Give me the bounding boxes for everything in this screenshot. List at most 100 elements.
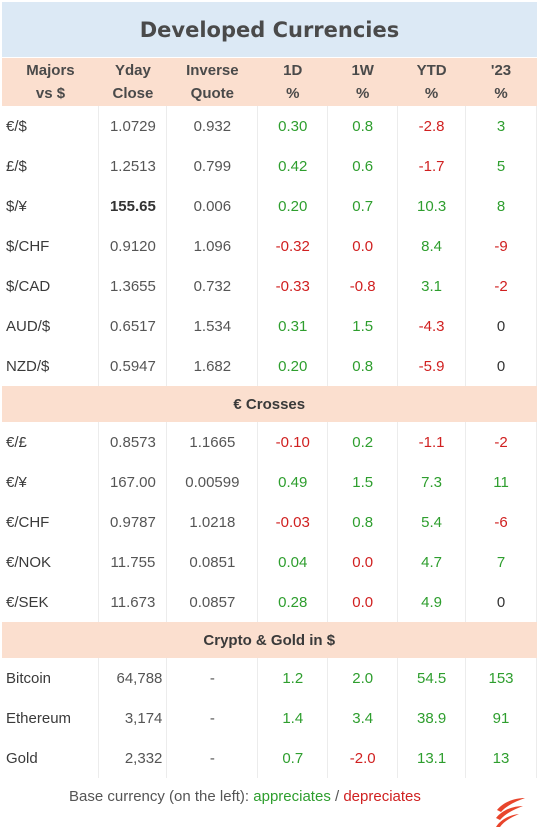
pair-cell: £/$	[2, 146, 100, 186]
change-ytd-cell: 38.9	[397, 698, 467, 738]
change-1w-cell: 0.8	[327, 346, 399, 386]
legend-appreciates: appreciates	[253, 788, 331, 805]
inverse-cell: -	[166, 738, 259, 778]
inverse-cell: 0.0857	[166, 582, 259, 622]
pair-cell: Ethereum	[2, 698, 100, 738]
pair-cell: €/$	[2, 106, 100, 146]
table-row: Ethereum 3,174-1.4 3.4 38.9 91	[2, 698, 537, 738]
change-23-cell: 3	[465, 106, 537, 146]
change-1w-cell: 2.0	[327, 658, 399, 698]
close-cell: 0.9787	[98, 502, 168, 542]
change-1w-cell: 0.0	[327, 582, 399, 622]
close-cell: 1.0729	[98, 106, 168, 146]
change-1w-cell: -2.0	[327, 738, 399, 778]
change-1w-cell: 0.0	[327, 542, 399, 582]
legend-footer: Base currency (on the left): appreciates…	[0, 788, 539, 805]
change-ytd-cell: -5.9	[397, 346, 467, 386]
table-row: €/CHF 0.9787 1.0218 -0.03 0.8 5.4 -6	[2, 502, 537, 542]
legend-depreciates: depreciates	[343, 788, 421, 805]
legend-separator: /	[335, 788, 340, 805]
change-1d-cell: 0.7	[257, 738, 329, 778]
change-1d-cell: 0.04	[257, 542, 329, 582]
change-23-cell: -2	[465, 422, 537, 462]
legend-prefix: Base currency (on the left):	[69, 788, 250, 805]
change-23-cell: 0	[465, 306, 537, 346]
header-yday-close: Yday Close	[112, 62, 154, 102]
table-row: Bitcoin 64,788-1.2 2.0 54.5 153	[2, 658, 537, 698]
close-cell: 0.8573	[98, 422, 168, 462]
change-1w-cell: 0.8	[327, 106, 399, 146]
change-23-cell: 11	[465, 462, 537, 502]
change-23-cell: 7	[465, 542, 537, 582]
table-row: €/SEK 11.673 0.0857 0.28 0.0 4.9 0	[2, 582, 537, 622]
close-cell: 0.9120	[98, 226, 168, 266]
change-1d-cell: 0.31	[257, 306, 329, 346]
close-cell: 0.6517	[98, 306, 168, 346]
pair-cell: AUD/$	[2, 306, 100, 346]
change-1d-cell: 0.20	[257, 346, 329, 386]
inverse-cell: 1.1665	[166, 422, 259, 462]
change-1d-cell: -0.10	[257, 422, 329, 462]
table-row: $/¥ 155.65 0.006 0.20 0.7 10.3 8	[2, 186, 537, 226]
inverse-cell: 1.534	[166, 306, 259, 346]
change-ytd-cell: -1.1	[397, 422, 467, 462]
table-row: AUD/$ 0.6517 1.534 0.31 1.5 -4.3 0	[2, 306, 537, 346]
table-row: NZD/$ 0.5947 1.682 0.20 0.8 -5.9 0	[2, 346, 537, 386]
change-ytd-cell: 10.3	[397, 186, 467, 226]
change-ytd-cell: 4.7	[397, 542, 467, 582]
change-1d-cell: -0.33	[257, 266, 329, 306]
change-23-cell: -6	[465, 502, 537, 542]
close-cell: 1.3655	[98, 266, 168, 306]
change-1d-cell: 1.2	[257, 658, 329, 698]
change-ytd-cell: 8.4	[397, 226, 467, 266]
currency-table: Majors vs $ Yday Close Inverse Quote 1D% 1W…	[2, 58, 537, 778]
table-row: €/¥ 167.00 0.00599 0.49 1.5 7.3 11	[2, 462, 537, 502]
change-ytd-cell: 3.1	[397, 266, 467, 306]
change-1d-cell: 0.28	[257, 582, 329, 622]
change-23-cell: -9	[465, 226, 537, 266]
table-row: £/$ 1.2513 0.799 0.42 0.6 -1.7 5	[2, 146, 537, 186]
close-cell: 167.00	[98, 462, 168, 502]
pair-cell: €/¥	[2, 462, 100, 502]
section-crypto-gold: Crypto & Gold in $	[2, 622, 537, 658]
close-cell: 155.65	[98, 186, 168, 226]
table-row: €/NOK 11.755 0.0851 0.04 0.0 4.7 7	[2, 542, 537, 582]
pair-cell: $/¥	[2, 186, 100, 226]
page-title: Developed Currencies	[139, 17, 400, 42]
pair-cell: NZD/$	[2, 346, 100, 386]
change-23-cell: 13	[465, 738, 537, 778]
table-row: €/$ 1.0729 0.932 0.30 0.8 -2.8 3	[2, 106, 537, 146]
pair-cell: €/SEK	[2, 582, 100, 622]
change-23-cell: 91	[465, 698, 537, 738]
close-cell: 3,174	[98, 698, 168, 738]
change-1w-cell: -0.8	[327, 266, 399, 306]
pair-cell: €/£	[2, 422, 100, 462]
change-23-cell: 0	[465, 346, 537, 386]
inverse-cell: 0.00599	[166, 462, 259, 502]
change-1w-cell: 0.7	[327, 186, 399, 226]
change-ytd-cell: 4.9	[397, 582, 467, 622]
header-row: Majors vs $ Yday Close Inverse Quote 1D% 1W…	[2, 58, 537, 106]
title-bar: Developed Currencies	[2, 2, 537, 57]
close-cell: 11.673	[98, 582, 168, 622]
inverse-cell: -	[166, 658, 259, 698]
close-cell: 0.5947	[98, 346, 168, 386]
header-majors: Majors vs $	[26, 62, 75, 102]
change-1w-cell: 0.6	[327, 146, 399, 186]
change-ytd-cell: -4.3	[397, 306, 467, 346]
inverse-cell: -	[166, 698, 259, 738]
flame-logo-icon	[496, 798, 525, 827]
inverse-cell: 1.682	[166, 346, 259, 386]
header-23: '23%	[490, 62, 512, 102]
change-1d-cell: 0.30	[257, 106, 329, 146]
change-1w-cell: 0.8	[327, 502, 399, 542]
change-ytd-cell: 13.1	[397, 738, 467, 778]
table-row: Gold 2,332-0.7 -2.0 13.1 13	[2, 738, 537, 778]
close-cell: 64,788	[98, 658, 168, 698]
change-1d-cell: -0.03	[257, 502, 329, 542]
change-ytd-cell: 7.3	[397, 462, 467, 502]
section-euro-crosses-label: € Crosses	[233, 395, 306, 413]
pair-cell: $/CHF	[2, 226, 100, 266]
change-ytd-cell: -1.7	[397, 146, 467, 186]
change-1w-cell: 0.0	[327, 226, 399, 266]
